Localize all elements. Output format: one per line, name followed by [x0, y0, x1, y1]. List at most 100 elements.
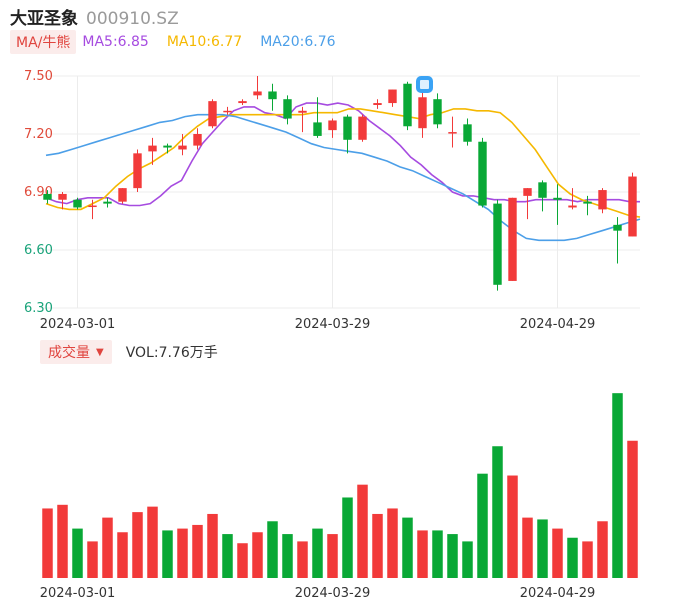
candle — [553, 184, 562, 225]
date-tick-label: 2024-04-29 — [520, 317, 596, 332]
volume-bar — [627, 440, 638, 578]
candle — [613, 217, 622, 264]
candle — [193, 128, 202, 150]
volume-bar — [462, 541, 473, 578]
volume-bar — [492, 446, 503, 578]
date-tick-label: 2024-03-29 — [295, 317, 371, 332]
candle — [568, 188, 577, 210]
candle — [88, 199, 97, 220]
candle — [343, 114, 352, 154]
candle — [238, 99, 247, 105]
moving-average-lines — [45, 102, 641, 242]
volume-date-tick-label: 2024-03-29 — [295, 586, 371, 601]
ma-line-ma5 — [45, 102, 640, 207]
volume-bar — [162, 530, 173, 578]
candle — [493, 199, 502, 291]
volume-bar — [87, 541, 98, 578]
volume-bar — [177, 528, 188, 578]
volume-bar — [102, 517, 113, 578]
event-marker-icon[interactable] — [416, 76, 433, 93]
volume-date-tick-label: 2024-04-29 — [520, 586, 596, 601]
volume-bar — [207, 513, 218, 578]
candle — [388, 89, 397, 107]
candle — [268, 83, 277, 111]
volume-bar — [132, 512, 143, 578]
candle — [43, 190, 52, 204]
candle — [373, 99, 382, 109]
candle — [358, 114, 367, 142]
ma-legend: MA/牛熊 MA5:6.85 MA10:6.77 MA20:6.76 — [10, 30, 354, 54]
volume-bar — [507, 475, 518, 578]
volume-bar — [447, 534, 458, 578]
volume-bar — [417, 530, 428, 578]
volume-bar — [72, 528, 83, 578]
volume-bar — [297, 541, 308, 578]
volume-indicator-label: 成交量 — [48, 345, 90, 361]
volume-bar — [612, 393, 623, 578]
candle — [253, 76, 262, 100]
price-tick-label: 7.20 — [24, 127, 53, 142]
price-tick-label: 6.30 — [24, 301, 53, 316]
volume-bar — [567, 537, 578, 578]
volume-bar — [237, 543, 248, 578]
volume-bar — [327, 534, 338, 578]
price-date-axis: 2024-03-01 2024-03-29 2024-04-29 — [40, 317, 596, 332]
candle — [73, 197, 82, 210]
volume-value: VOL:7.76万手 — [125, 345, 218, 361]
volume-legend: 成交量 ▼ VOL:7.76万手 — [40, 340, 218, 364]
volume-bar — [372, 513, 383, 578]
candle — [103, 197, 112, 208]
candle — [283, 95, 292, 125]
volume-bar — [522, 517, 533, 578]
stock-code: 000910.SZ — [86, 9, 179, 29]
volume-bar — [192, 524, 203, 578]
candle — [148, 137, 157, 165]
candle — [403, 81, 412, 131]
volume-bar — [477, 473, 488, 578]
candle — [118, 188, 127, 204]
candle — [448, 116, 457, 148]
volume-bar — [117, 532, 128, 578]
volume-bar — [402, 517, 413, 578]
ma10-legend-entry: MA10:6.77 — [166, 34, 243, 50]
candlesticks — [43, 76, 637, 291]
ma20-legend-entry: MA20:6.76 — [260, 34, 336, 50]
candle — [583, 195, 592, 216]
volume-bar — [222, 534, 233, 578]
volume-bar — [552, 528, 563, 578]
volume-bars — [42, 393, 638, 578]
candle — [58, 192, 67, 210]
caret-down-icon: ▼ — [96, 346, 104, 358]
volume-indicator-dropdown[interactable]: 成交量 ▼ — [40, 340, 112, 364]
price-axis: 7.507.206.906.606.30 — [24, 69, 53, 316]
volume-bar — [357, 484, 368, 578]
ma-indicator-button[interactable]: MA/牛熊 — [10, 30, 77, 54]
candle — [163, 143, 172, 154]
candle — [523, 188, 532, 220]
volume-bar — [42, 508, 53, 578]
ma-line-ma20 — [45, 113, 641, 242]
volume-bar — [312, 528, 323, 578]
candle — [508, 197, 517, 281]
candle — [538, 180, 547, 212]
candle — [598, 188, 607, 214]
ma5-legend-entry: MA5:6.85 — [82, 34, 149, 50]
stock-name: 大亚圣象 — [10, 9, 78, 29]
volume-bar — [282, 534, 293, 578]
volume-bar — [387, 508, 398, 578]
candle — [223, 106, 232, 115]
volume-bar — [432, 530, 443, 578]
candle — [298, 106, 307, 133]
date-tick-label: 2024-03-01 — [40, 317, 116, 332]
stock-header: 大亚圣象 000910.SZ — [10, 4, 179, 29]
volume-bar — [342, 497, 353, 578]
volume-bar — [537, 519, 548, 578]
volume-bar — [147, 506, 158, 578]
price-grid — [40, 75, 640, 309]
volume-bar — [57, 504, 68, 578]
volume-bar — [252, 532, 263, 578]
volume-bar — [582, 541, 593, 578]
candle — [313, 97, 322, 138]
price-tick-label: 7.50 — [24, 69, 53, 84]
